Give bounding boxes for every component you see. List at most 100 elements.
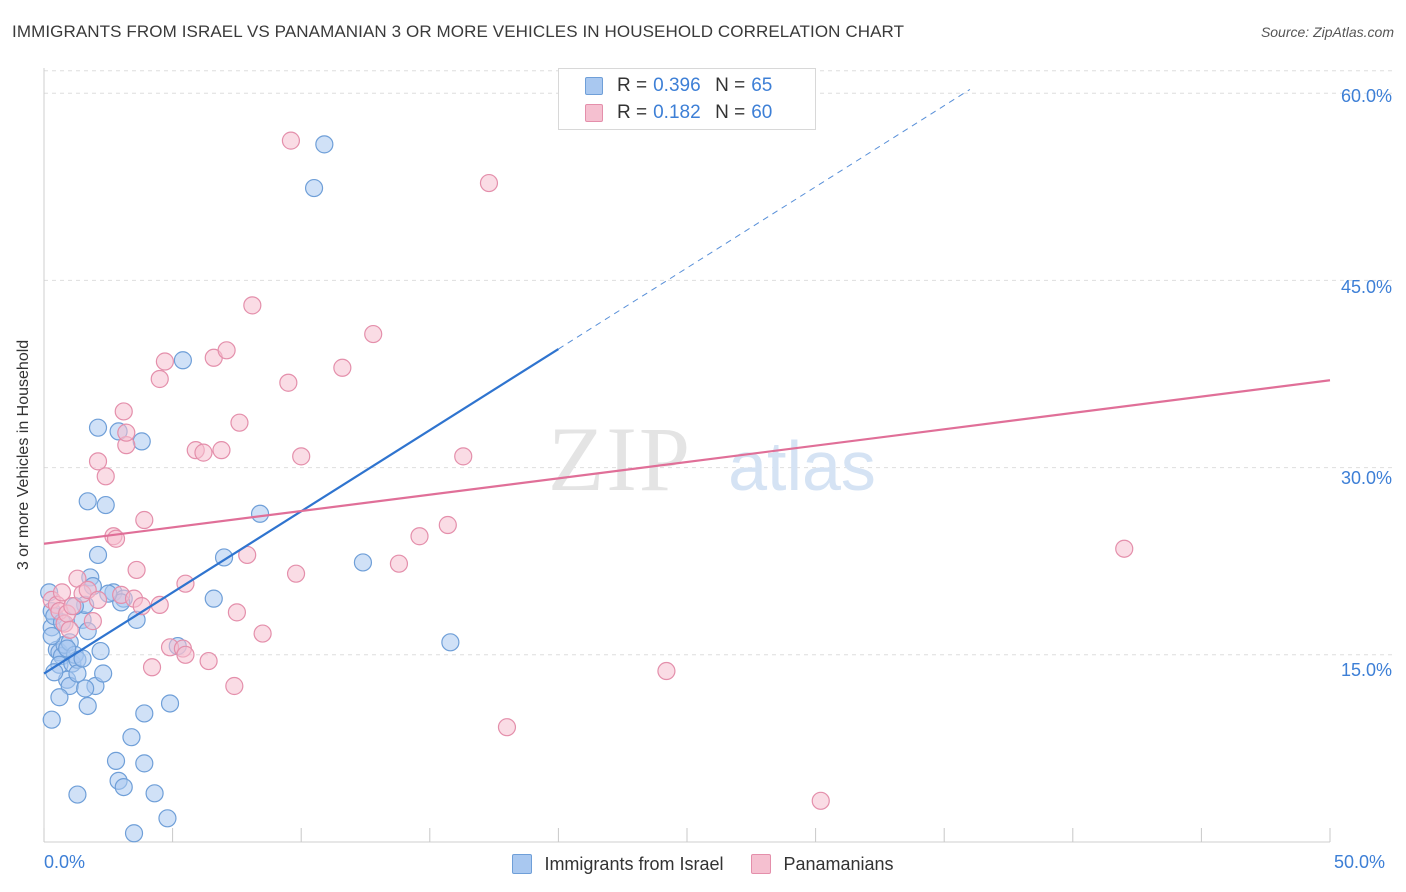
grid-lines [44, 70, 1394, 656]
source-credit: Source: ZipAtlas.com [1260, 24, 1394, 40]
data-point [58, 639, 77, 658]
x-tick-label-max: 50.0% [1334, 852, 1386, 872]
data-point [1115, 539, 1134, 558]
data-point [173, 351, 192, 370]
legend-swatch-blue [512, 854, 533, 874]
x-tick-label-min: 0.0% [44, 852, 86, 872]
data-point [333, 358, 352, 377]
data-point [204, 589, 223, 608]
trend-lines [43, 89, 1331, 675]
legend-r-label: R = [617, 102, 648, 123]
data-point [83, 612, 102, 631]
data-point [127, 560, 146, 580]
watermark-atlas: atlas [728, 427, 876, 505]
legend-swatch-pink [585, 104, 603, 122]
data-point [96, 495, 115, 515]
legend-r-value: 0.396 [653, 75, 701, 96]
data-point [142, 658, 162, 677]
data-point [497, 718, 517, 737]
data-point [42, 626, 61, 646]
data-point [150, 369, 169, 389]
y-axis-label: 3 or more Vehicles in Household [15, 339, 32, 571]
legend-item-israel[interactable]: Immigrants from Israel [512, 854, 723, 875]
data-point [438, 515, 457, 535]
data-point [364, 324, 383, 344]
watermark-zip: ZIP [548, 408, 692, 510]
data-point [88, 545, 108, 565]
legend-item-panamanian[interactable]: Panamanians [751, 853, 894, 875]
data-point [250, 504, 270, 523]
data-point [279, 373, 298, 392]
data-point [42, 710, 61, 729]
data-point [194, 443, 213, 462]
data-point [176, 645, 195, 664]
data-point [253, 624, 272, 643]
data-point [78, 696, 97, 716]
legend-r-value: 0.182 [653, 102, 701, 123]
data-point [217, 341, 236, 360]
data-point [63, 597, 82, 616]
y-tick-label: 60.0% [1340, 86, 1392, 106]
data-point [479, 173, 499, 193]
data-point [225, 676, 244, 696]
chart-title: IMMIGRANTS FROM ISRAEL VS PANAMANIAN 3 O… [12, 22, 905, 41]
legend-label-panamanian: Panamanians [783, 853, 894, 874]
data-point [212, 441, 231, 460]
data-point [124, 824, 144, 843]
data-point [114, 777, 133, 797]
legend-swatch-blue [585, 77, 603, 95]
correlation-legend: R = 0.396 N = 65 R = 0.182 N = 60 [558, 68, 816, 130]
data-point [132, 432, 151, 451]
data-point [50, 688, 69, 707]
data-point [315, 135, 334, 154]
data-point [155, 352, 174, 371]
data-point [410, 527, 429, 546]
data-point [304, 178, 324, 198]
data-point [117, 423, 136, 442]
data-point [52, 583, 72, 602]
data-point [230, 413, 249, 432]
data-point [60, 620, 79, 639]
legend-r-label: R = [617, 75, 648, 96]
legend-row-israel: R = 0.396 N = 65 [585, 74, 772, 98]
y-tick-label: 45.0% [1340, 277, 1392, 297]
data-point [78, 492, 97, 511]
trend-line-panamanian [43, 379, 1331, 545]
data-point [135, 510, 154, 530]
data-point [96, 467, 115, 486]
y-tick-label: 30.0% [1340, 468, 1392, 488]
legend-label-israel: Immigrants from Israel [544, 853, 724, 874]
data-point [114, 402, 133, 421]
data-point [88, 452, 108, 471]
series-israel-points [40, 135, 460, 843]
data-point [135, 704, 154, 723]
data-point [389, 554, 409, 573]
legend-n-value: 60 [751, 102, 773, 123]
data-point [286, 564, 306, 583]
legend-row-panamanian: R = 0.182 N = 60 [585, 101, 772, 125]
data-point [94, 664, 113, 683]
data-point [158, 809, 177, 828]
data-point [292, 447, 311, 466]
legend-n-value: 65 [751, 75, 773, 96]
y-tick-label: 15.0% [1340, 660, 1392, 680]
legend-swatch-pink [751, 854, 772, 874]
axes [43, 68, 1331, 843]
trend-line-israel-extension [558, 89, 971, 350]
data-point [454, 447, 473, 466]
legend-n-label: N = [715, 75, 746, 96]
data-point [135, 754, 154, 773]
data-point [106, 751, 126, 770]
data-point [281, 131, 301, 150]
series-panamanian-points [42, 131, 1134, 810]
data-point [91, 641, 110, 661]
data-point [353, 553, 373, 572]
data-point [199, 651, 218, 671]
data-point [657, 661, 676, 681]
data-point [145, 784, 164, 803]
data-point [88, 418, 108, 437]
data-point [122, 728, 141, 747]
data-point [160, 694, 180, 713]
series-legend: Immigrants from Israel Panamanians [0, 850, 1406, 878]
data-point [811, 791, 830, 810]
